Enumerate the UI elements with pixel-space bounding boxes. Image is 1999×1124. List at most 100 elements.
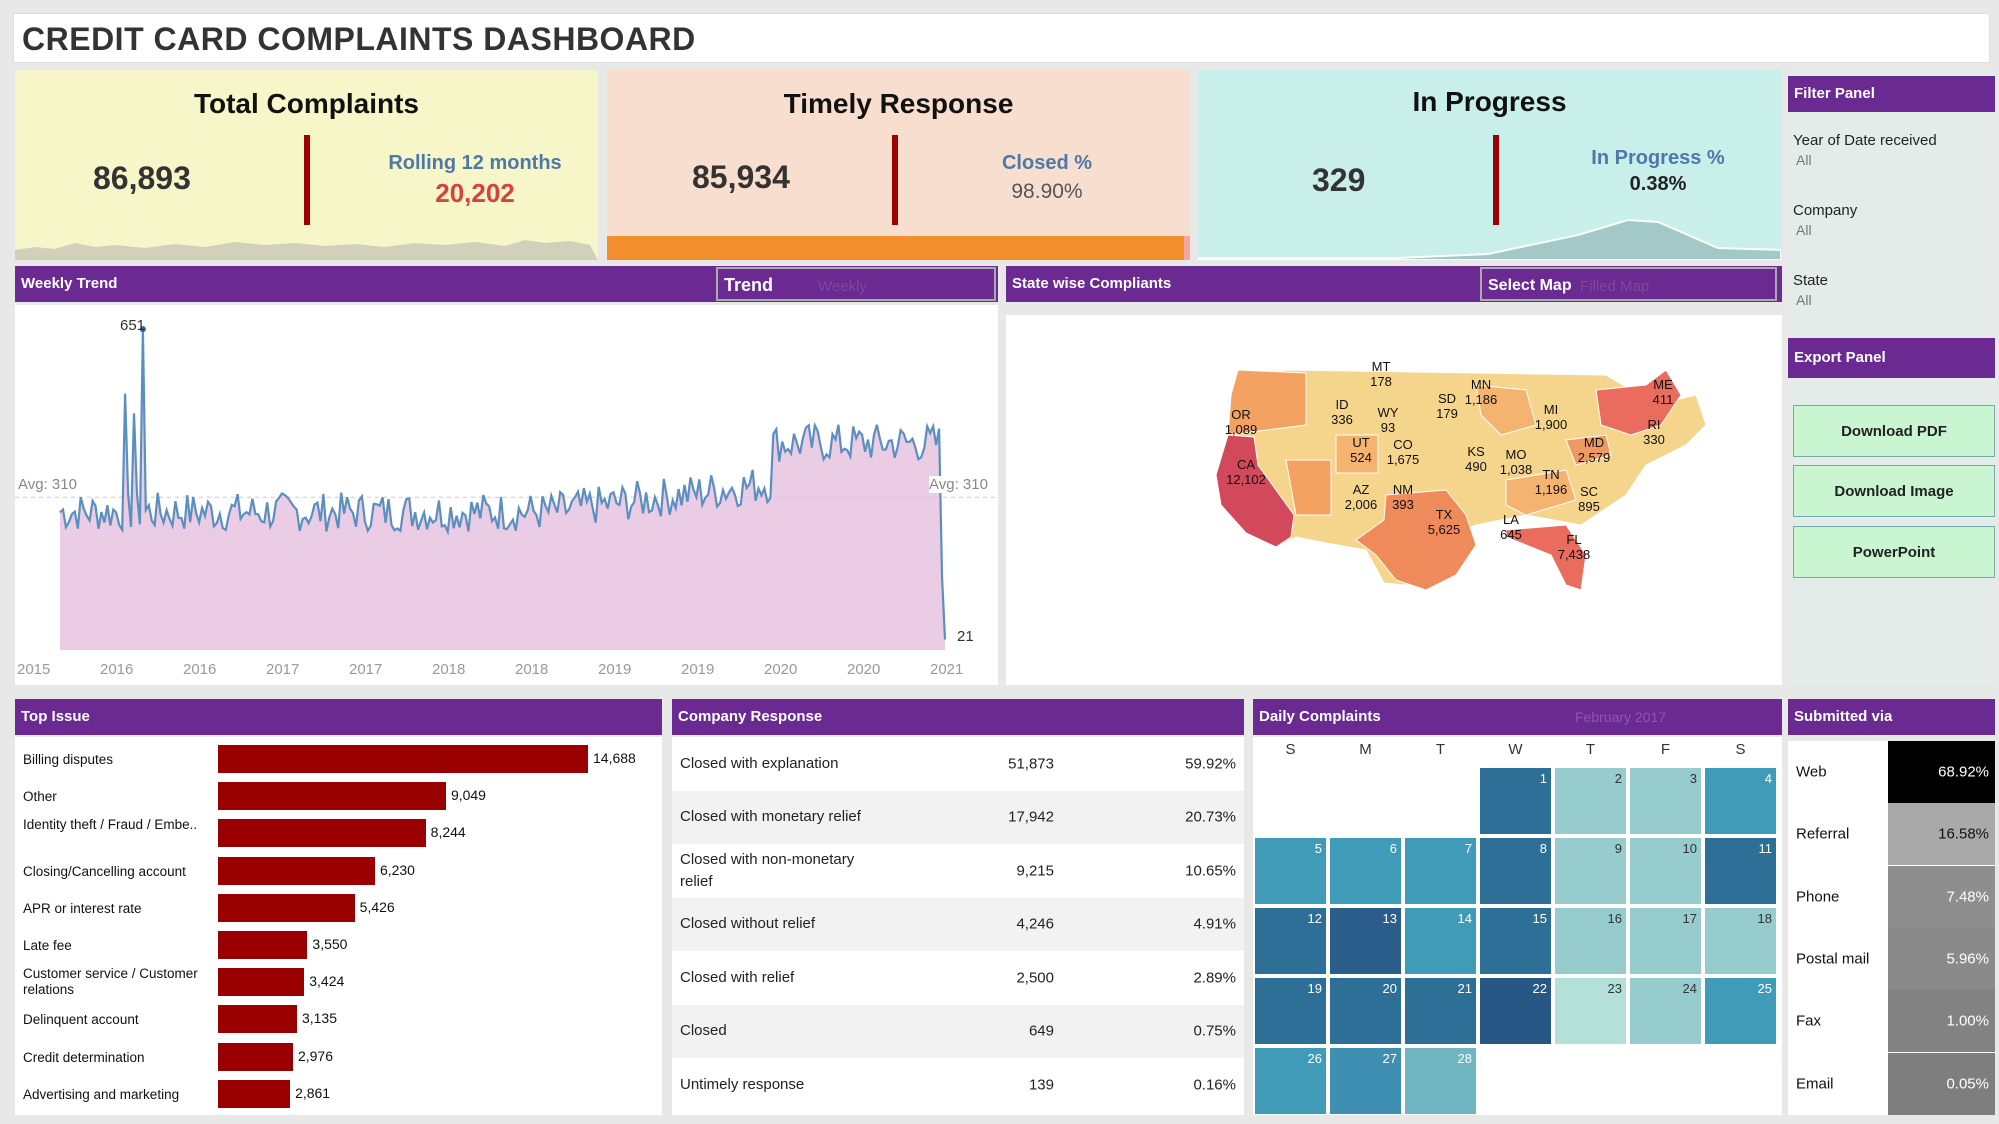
- channel-label: Phone: [1796, 888, 1840, 906]
- kpi-progress-pct-label: In Progress %: [1591, 147, 1725, 169]
- closed-progress-fill: [607, 236, 1184, 260]
- calendar-day[interactable]: 11: [1704, 837, 1777, 905]
- issue-bar[interactable]: [218, 1042, 293, 1071]
- kpi-total-sparkline: [15, 240, 598, 260]
- channel-pct: 0.05%: [1946, 1075, 1989, 1092]
- issue-bar[interactable]: [218, 968, 305, 997]
- calendar-day[interactable]: 15: [1479, 907, 1552, 975]
- issue-bar[interactable]: [218, 819, 426, 848]
- calendar-day[interactable]: 16: [1554, 907, 1627, 975]
- weekday-label: T: [1435, 741, 1446, 758]
- calendar-day[interactable]: 18: [1704, 907, 1777, 975]
- response-row[interactable]: Closed with relief 2,500 2.89%: [672, 951, 1244, 1004]
- day-number: 25: [1757, 981, 1772, 996]
- download-pdf-button[interactable]: Download PDF: [1793, 405, 1995, 457]
- kpi-total-value: 86,893: [93, 160, 191, 196]
- filter-state-value[interactable]: All: [1796, 292, 1812, 308]
- day-number: 15: [1532, 911, 1547, 926]
- submitted-row[interactable]: Fax 1.00%: [1788, 990, 1995, 1053]
- calendar-day[interactable]: 9: [1554, 837, 1627, 905]
- issue-bar[interactable]: [218, 931, 308, 959]
- map-state-label: SD 179: [1422, 391, 1472, 421]
- issue-bar[interactable]: [218, 1005, 297, 1034]
- state-map-panel: OR 1,089 MT 178 ID 336 WY 93 SD 179 MN 1,186 ME 411 MI…: [1006, 315, 1782, 685]
- issue-label: Delinquent account: [23, 1012, 139, 1028]
- calendar-day[interactable]: 22: [1479, 977, 1552, 1045]
- download-image-button[interactable]: Download Image: [1793, 465, 1995, 517]
- state-value: 1,900: [1534, 417, 1568, 432]
- response-row[interactable]: Untimely response 139 0.16%: [672, 1058, 1244, 1111]
- calendar-day[interactable]: 5: [1254, 837, 1327, 905]
- kpi-progress-pct-value: 0.38%: [1629, 173, 1687, 195]
- calendar-day[interactable]: 19: [1254, 977, 1327, 1045]
- state-value: 411: [1652, 392, 1674, 407]
- calendar-day[interactable]: 27: [1329, 1047, 1402, 1115]
- issue-bar[interactable]: [218, 856, 375, 885]
- calendar-day[interactable]: 17: [1629, 907, 1702, 975]
- map-state-label: SC 895: [1564, 484, 1614, 514]
- state-abbr: TX: [1435, 507, 1453, 522]
- kpi-divider: [1493, 135, 1499, 225]
- issue-bar[interactable]: [218, 893, 355, 922]
- calendar-day[interactable]: 24: [1629, 977, 1702, 1045]
- calendar-day[interactable]: 7: [1404, 837, 1477, 905]
- weekday-label: M: [1359, 741, 1372, 758]
- calendar-month-label: February 2017: [1575, 709, 1667, 725]
- response-row[interactable]: Closed 649 0.75%: [672, 1004, 1244, 1058]
- calendar-day[interactable]: 20: [1329, 977, 1402, 1045]
- filter-company-value[interactable]: All: [1796, 222, 1812, 238]
- day-number: 3: [1689, 771, 1697, 786]
- submitted-row[interactable]: Postal mail 5.96%: [1788, 927, 1995, 990]
- weekday-label: F: [1660, 741, 1671, 758]
- filter-year-value[interactable]: All: [1796, 152, 1812, 168]
- calendar-day[interactable]: 28: [1404, 1047, 1477, 1115]
- calendar-day[interactable]: 25: [1704, 977, 1777, 1045]
- kpi-divider: [892, 135, 898, 225]
- calendar-day[interactable]: 13: [1329, 907, 1402, 975]
- calendar-day[interactable]: 4: [1704, 767, 1777, 835]
- powerpoint-button[interactable]: PowerPoint: [1793, 526, 1995, 578]
- weekly-trend-svg: [15, 326, 998, 650]
- calendar-day[interactable]: 8: [1479, 837, 1552, 905]
- response-pct: 20.73%: [1185, 808, 1236, 826]
- response-row[interactable]: Closed with non-monetary relief 9,215 10.6…: [672, 844, 1244, 897]
- issue-bar[interactable]: [218, 1079, 291, 1108]
- submitted-row[interactable]: Referral 16.58%: [1788, 803, 1995, 866]
- submitted-via-title: Submitted via: [1788, 699, 1995, 735]
- submitted-row[interactable]: Email 0.05%: [1788, 1052, 1995, 1115]
- state-abbr: MD: [1583, 435, 1605, 450]
- channel-cell: 16.58%: [1888, 803, 1995, 866]
- state-value: 178: [1370, 374, 1392, 389]
- day-number: 20: [1382, 981, 1397, 996]
- calendar-day[interactable]: 1: [1479, 767, 1552, 835]
- calendar-day[interactable]: 12: [1254, 907, 1327, 975]
- trend-selector[interactable]: Trend Weekly: [716, 267, 996, 301]
- channel-cell: 5.96%: [1888, 927, 1995, 990]
- issue-value: 3,135: [301, 1010, 338, 1027]
- map-selector[interactable]: Select Map Filled Map: [1480, 267, 1777, 301]
- response-row[interactable]: Closed without relief 4,246 4.91%: [672, 897, 1244, 951]
- submitted-row[interactable]: Web 68.92%: [1788, 741, 1995, 803]
- response-row[interactable]: Closed with explanation 51,873 59.92%: [672, 737, 1244, 790]
- calendar-day[interactable]: 21: [1404, 977, 1477, 1045]
- calendar-day[interactable]: 26: [1254, 1047, 1327, 1115]
- state-value: 490: [1465, 459, 1487, 474]
- calendar-day[interactable]: 14: [1404, 907, 1477, 975]
- calendar-day[interactable]: 3: [1629, 767, 1702, 835]
- map-state-label: TX 5,625: [1419, 507, 1469, 537]
- issue-bar[interactable]: [218, 782, 446, 811]
- top-issue-chart: Billing disputes 14,688 Other 9,049 Identity…: [15, 737, 662, 1115]
- day-number: 27: [1382, 1051, 1397, 1066]
- calendar-day[interactable]: 10: [1629, 837, 1702, 905]
- response-label: Closed with non-monetary relief: [680, 850, 855, 890]
- x-tick-label: 2018: [515, 661, 549, 678]
- issue-bar[interactable]: [218, 745, 588, 773]
- company-response-header: Company Response: [672, 699, 1244, 735]
- submitted-row[interactable]: Phone 7.48%: [1788, 865, 1995, 928]
- calendar-day[interactable]: 23: [1554, 977, 1627, 1045]
- calendar-day[interactable]: 6: [1329, 837, 1402, 905]
- response-row[interactable]: Closed with monetary relief 17,942 20.73%: [672, 790, 1244, 844]
- issue-label: Identity theft / Fraud / Embe..: [23, 817, 198, 833]
- calendar-day[interactable]: 2: [1554, 767, 1627, 835]
- map-state-label: NM 393: [1378, 482, 1428, 512]
